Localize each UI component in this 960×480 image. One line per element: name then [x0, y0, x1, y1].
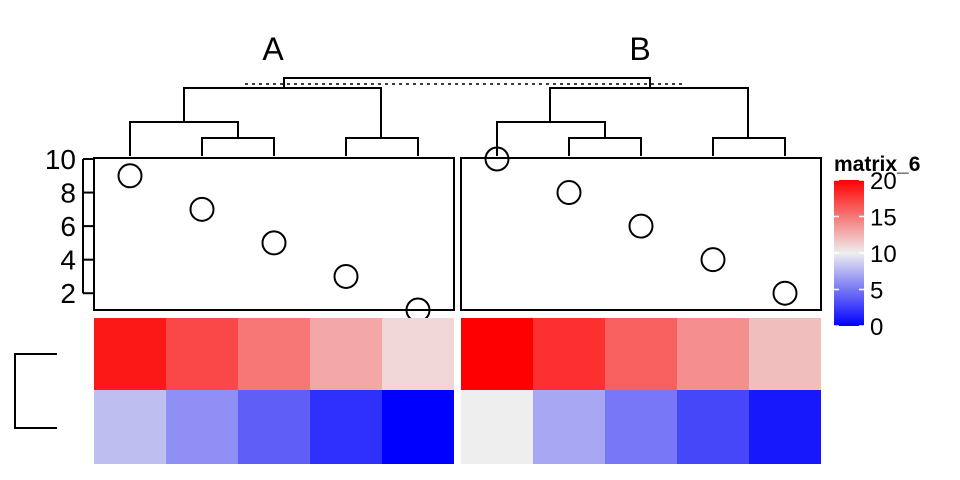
heatmap-cell: [749, 318, 821, 392]
column-dendrogram: [129, 77, 786, 156]
annotation-point: [333, 263, 359, 289]
heatmap-cells: [94, 318, 821, 464]
heatmap-cell: [461, 318, 533, 392]
heatmap-cell: [382, 318, 454, 392]
y-tick-label: 2: [60, 278, 76, 309]
legend-tick-label: 15: [870, 205, 897, 232]
legend-ticks: 0 5 10 15 20: [834, 168, 897, 341]
dendrogram-b-top: [549, 87, 749, 138]
annotation-point: [484, 146, 510, 172]
heatmap-cell: [749, 390, 821, 464]
heatmap-cell: [533, 390, 605, 464]
heatmap-cell: [677, 318, 749, 392]
heatmap-cell: [605, 318, 677, 392]
heatmap-cell: [677, 390, 749, 464]
annotation-point: [261, 230, 287, 256]
heatmap-cell: [238, 390, 310, 464]
annotation-points: [117, 146, 798, 323]
y-tick-label: 10: [45, 144, 76, 175]
heatmap-cell: [605, 390, 677, 464]
y-tick-label: 4: [60, 245, 76, 276]
annotation-point: [556, 180, 582, 206]
heatmap-cell: [533, 318, 605, 392]
heatmap-cell: [310, 390, 382, 464]
legend-tick-label: 20: [870, 168, 897, 195]
heatmap-cell: [166, 318, 238, 392]
heatmap-cell: [382, 390, 454, 464]
row-dendrogram: [14, 353, 57, 429]
points-panel-b: [460, 157, 822, 311]
y-tick-label: 6: [60, 211, 76, 242]
legend-tick-label: 0: [870, 314, 883, 341]
dendrogram-a-top: [183, 87, 382, 138]
heatmap-cell: [166, 390, 238, 464]
dendrogram-a-pair-2: [345, 137, 419, 156]
legend-title: matrix_6: [834, 153, 920, 176]
legend-tick-label: 5: [870, 278, 883, 305]
dendrogram-a-left: [129, 121, 239, 156]
annotation-point: [189, 196, 215, 222]
heatmap-cell: [310, 318, 382, 392]
slice-title-a: A: [262, 31, 284, 67]
annotation-point: [772, 280, 798, 306]
annotation-point: [700, 247, 726, 273]
y-tick-label: 8: [60, 178, 76, 209]
heatmap-cell: [94, 318, 166, 392]
dendrogram-b-pair-2: [712, 137, 786, 156]
dendrogram-root-link: [283, 77, 651, 88]
annotation-point: [628, 213, 654, 239]
heatmap-cell: [94, 390, 166, 464]
dendrogram-a-pair-1: [201, 137, 275, 156]
points-panel-a: [93, 157, 455, 311]
slice-title-b: B: [629, 31, 650, 67]
dendrogram-b-left: [496, 121, 606, 156]
heatmap-cell: [461, 390, 533, 464]
heatmap-cell: [238, 318, 310, 392]
legend-tick-label: 10: [870, 241, 897, 268]
dendrogram-b-pair-1: [568, 137, 642, 156]
annotation-point: [117, 163, 143, 189]
